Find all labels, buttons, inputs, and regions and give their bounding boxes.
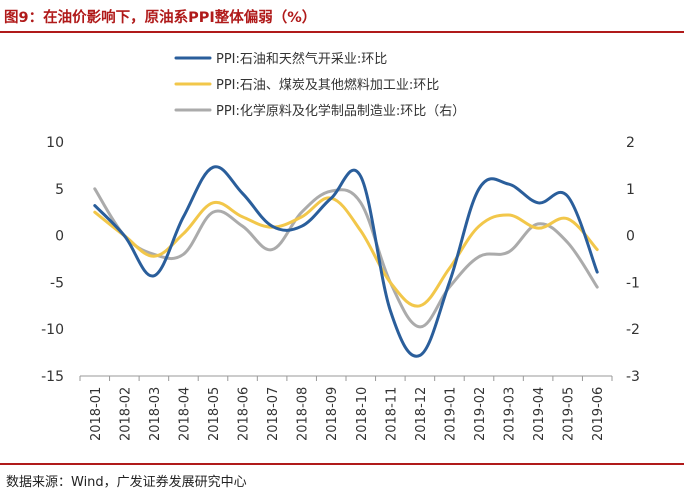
footer-divider xyxy=(0,463,684,465)
x-tick-label: 2018-04 xyxy=(177,387,192,441)
series-line-oil-coal-processing xyxy=(93,196,599,308)
x-tick-label: 2019-05 xyxy=(562,387,577,441)
x-tick-label: 2019-06 xyxy=(591,387,606,441)
x-tick-label: 2018-08 xyxy=(296,387,311,441)
figure-title-bar: 图9：在油价影响下，原油系PPI整体偏弱（%） xyxy=(0,0,684,33)
x-tick-label: 2018-06 xyxy=(237,387,252,441)
legend-item-oil-gas-extraction: PPI:石油和天然气开采业:环比 xyxy=(216,51,387,67)
x-tick-label: 2019-02 xyxy=(473,387,488,441)
y-left-tick-label: 0 xyxy=(55,229,64,245)
y-left-tick-label: 10 xyxy=(46,135,64,151)
series-line-chemical-manufacturing xyxy=(93,187,599,329)
y-left-tick-label: -15 xyxy=(41,369,64,385)
legend-item-chemical-manufacturing: PPI:化学原料及化学制品制造业:环比（右） xyxy=(216,103,465,119)
x-tick-label: 2018-01 xyxy=(89,387,104,441)
x-tick-label: 2019-04 xyxy=(532,387,547,441)
x-tick-label: 2018-11 xyxy=(384,387,399,441)
y-right-tick-label: 0 xyxy=(626,229,635,245)
y-left-tick-label: -10 xyxy=(41,322,64,338)
x-tick-label: 2019-01 xyxy=(443,387,458,441)
y-right-tick-label: 1 xyxy=(626,182,635,198)
x-tick-label: 2018-03 xyxy=(148,387,163,441)
y-left-tick-label: 5 xyxy=(55,182,64,198)
figure-title: 图9：在油价影响下，原油系PPI整体偏弱（%） xyxy=(4,10,317,26)
series-line-oil-gas-extraction xyxy=(93,165,599,358)
y-right-tick-label: -2 xyxy=(626,322,640,338)
y-right-tick-label: -3 xyxy=(626,369,640,385)
y-right-tick-label: -1 xyxy=(626,275,640,291)
x-tick-label: 2019-03 xyxy=(503,387,518,441)
x-tick-label: 2018-10 xyxy=(355,387,370,441)
y-right-tick-label: 2 xyxy=(626,135,635,151)
x-tick-label: 2018-02 xyxy=(118,387,133,441)
y-left-tick-label: -5 xyxy=(50,275,64,291)
source-note: 数据来源：Wind，广发证券发展研究中心 xyxy=(6,475,247,490)
x-tick-label: 2018-07 xyxy=(266,387,281,441)
x-tick-label: 2018-05 xyxy=(207,387,222,441)
x-tick-label: 2018-12 xyxy=(414,387,429,441)
title-divider xyxy=(0,31,684,33)
legend-item-oil-coal-processing: PPI:石油、煤炭及其他燃料加工业:环比 xyxy=(216,77,439,93)
x-tick-label: 2018-09 xyxy=(325,387,340,441)
